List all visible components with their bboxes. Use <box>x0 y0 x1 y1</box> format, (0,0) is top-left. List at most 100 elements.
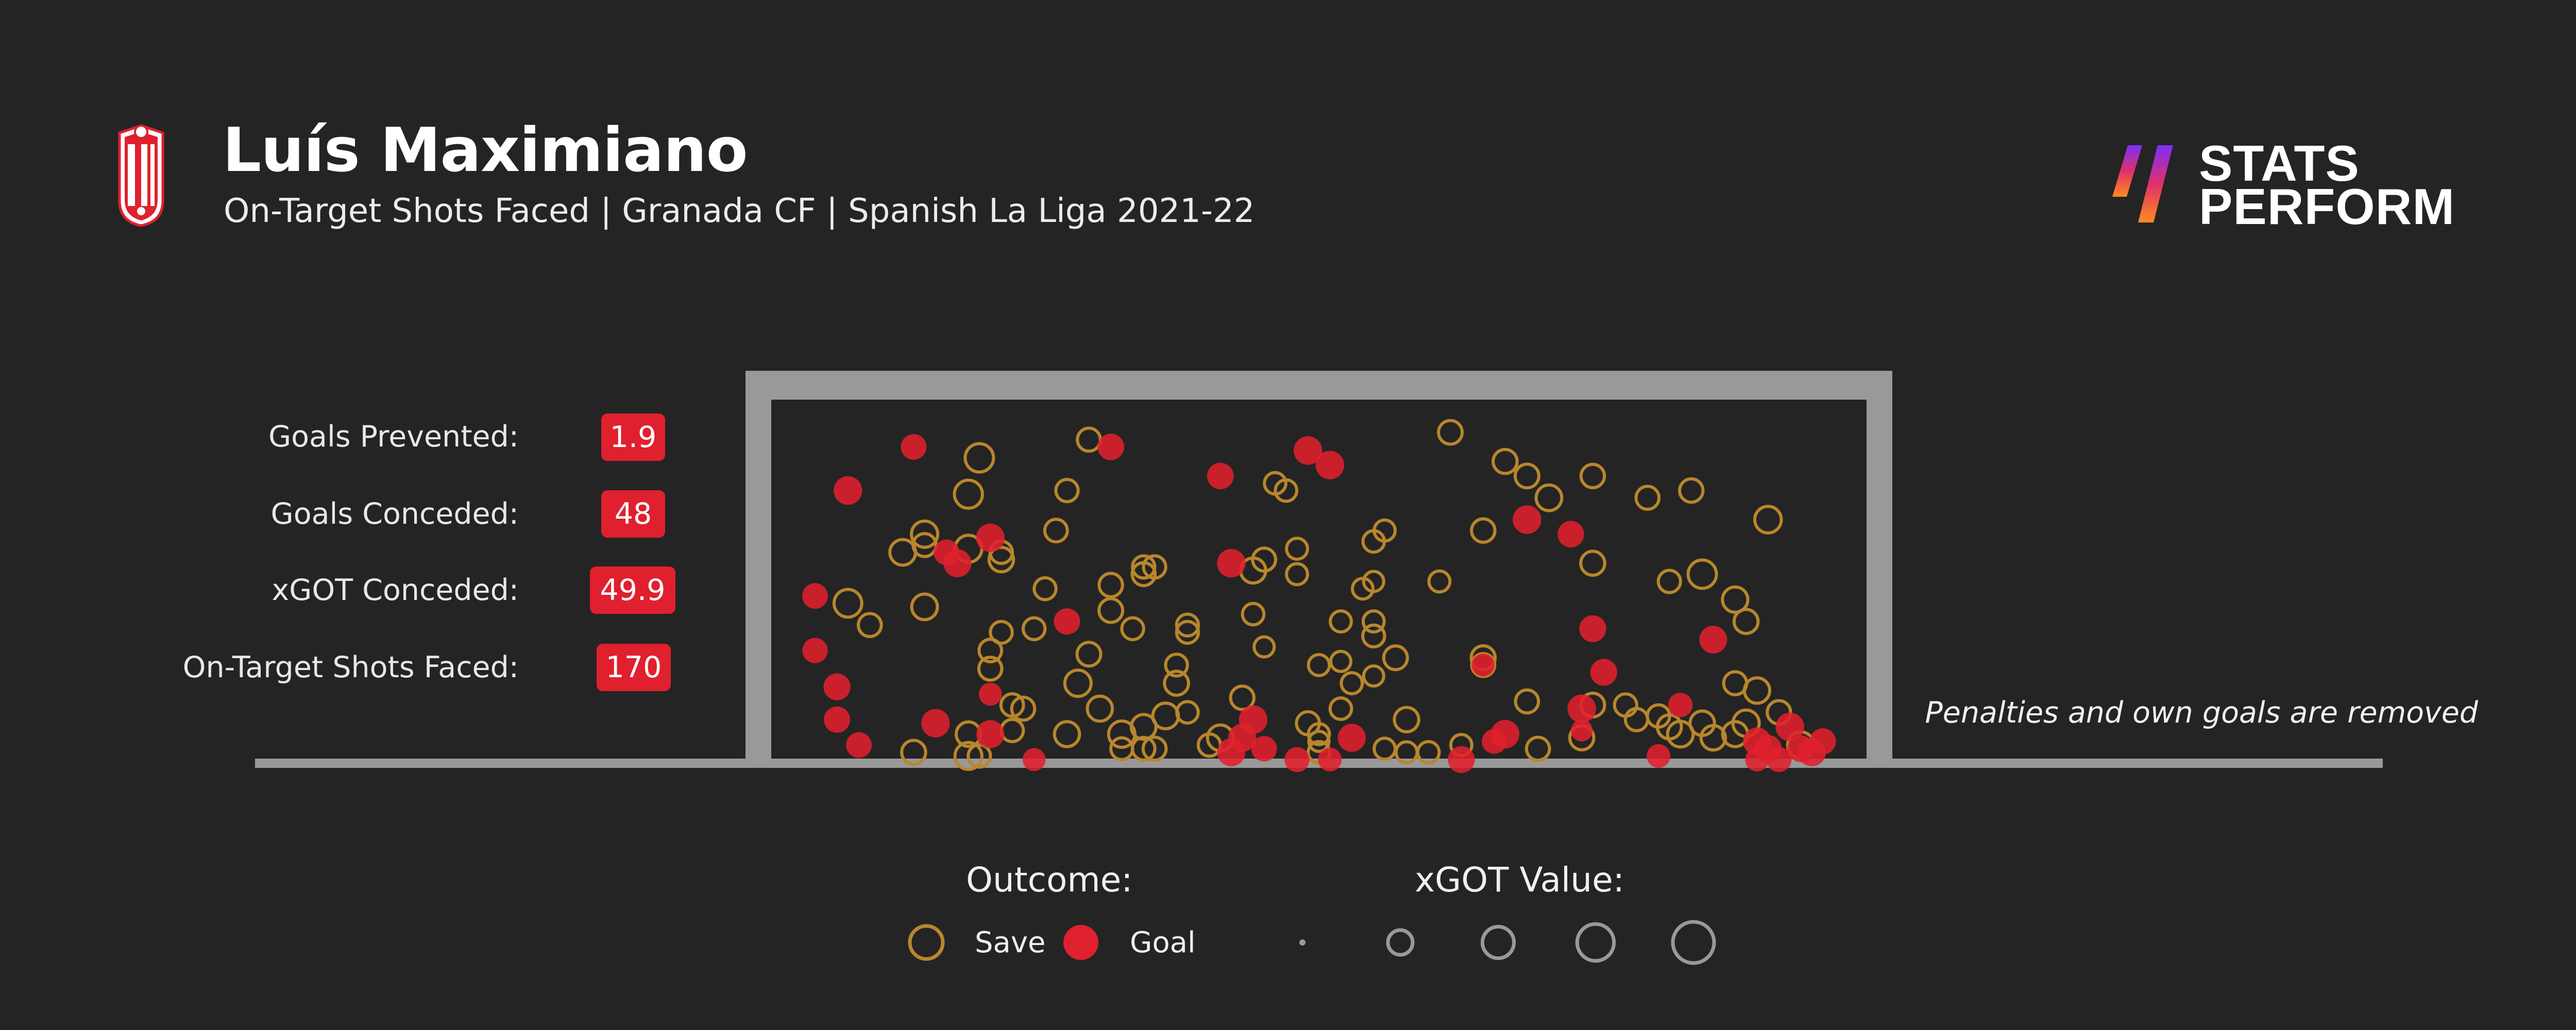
save-shot-29 <box>1097 572 1124 598</box>
goal-shot-27 <box>1448 746 1475 773</box>
footnote: Penalties and own goals are removed <box>1925 696 2478 730</box>
save-shot-22 <box>999 692 1025 718</box>
legend-xgot-size-4 <box>1671 920 1716 965</box>
save-shot-17 <box>977 656 1004 682</box>
goal-shot-25 <box>1294 436 1323 465</box>
goal-shot-23 <box>1318 747 1342 771</box>
goal-shot-17 <box>1217 549 1246 578</box>
save-shot-65 <box>1328 696 1353 721</box>
save-shot-25 <box>1063 668 1093 698</box>
save-shot-113 <box>1634 485 1661 511</box>
save-shot-35 <box>1086 694 1114 723</box>
goal-shot-21 <box>1251 735 1277 762</box>
goal-shot-1 <box>901 434 927 460</box>
stat-value-goals-prevented: 1.9 <box>601 414 665 461</box>
save-shot-73 <box>1372 518 1397 543</box>
goal-shot-35 <box>1567 694 1596 723</box>
goal-shot-4 <box>823 673 851 700</box>
goal-shot-10 <box>934 539 960 565</box>
save-shot-86 <box>1514 688 1540 715</box>
save-shot-31 <box>1131 554 1157 580</box>
save-shot-15 <box>989 620 1014 645</box>
legend-save-label: Save <box>975 926 1046 959</box>
save-shot-87 <box>1524 735 1551 762</box>
save-shot-84 <box>1492 448 1519 475</box>
goal-shot-0 <box>834 476 862 505</box>
save-shot-3 <box>857 612 883 638</box>
goal-shot-30 <box>1471 654 1495 677</box>
save-shot-59 <box>1307 730 1331 753</box>
goal-shot-29 <box>1482 729 1507 754</box>
goal-shot-46 <box>1745 747 1769 771</box>
stat-value-shots-faced: 170 <box>597 644 671 691</box>
save-shot-1 <box>910 592 939 622</box>
legend-xgot-size-1 <box>1386 928 1415 957</box>
goal-shot-37 <box>1647 744 1671 768</box>
save-shot-42 <box>1164 653 1189 678</box>
save-shot-68 <box>1361 609 1386 634</box>
save-shot-104 <box>1753 505 1783 535</box>
legend-save-marker <box>908 924 945 961</box>
save-shot-83 <box>1470 517 1497 544</box>
legend-xgot-size-3 <box>1575 922 1616 963</box>
save-shot-45 <box>1175 700 1200 725</box>
save-shot-0 <box>953 741 984 771</box>
goal-shot-12 <box>1022 748 1046 771</box>
save-shot-71 <box>1362 664 1385 688</box>
save-shot-63 <box>1307 653 1331 677</box>
goal-shot-9 <box>976 523 1005 552</box>
save-shot-92 <box>1579 462 1606 489</box>
shot-marks <box>802 419 1836 773</box>
goal-shot-33 <box>1579 615 1606 642</box>
save-shot-19 <box>900 739 927 766</box>
legend-xgot-title: xGOT Value: <box>1415 860 1624 900</box>
goal-shot-36 <box>1571 719 1593 742</box>
save-shot-13 <box>987 545 1015 574</box>
legend-goal-label: Goal <box>1130 926 1196 959</box>
save-shot-77 <box>1427 569 1452 594</box>
save-shot-91 <box>1534 483 1564 512</box>
goal-shot-16 <box>1207 462 1234 490</box>
brand-line-1: STATS <box>2199 135 2360 192</box>
goal-shot-14 <box>1054 608 1080 635</box>
save-shot-48 <box>1229 684 1256 711</box>
save-shot-20 <box>967 743 992 769</box>
save-shot-6 <box>910 519 940 549</box>
save-shot-99 <box>1686 558 1718 590</box>
stats-perform-slash-icon <box>2112 145 2173 222</box>
goal-shot-20 <box>1217 738 1246 767</box>
save-shot-14 <box>1032 576 1058 602</box>
save-shot-28 <box>1097 597 1125 624</box>
legend-xgot-size-2 <box>1480 924 1516 960</box>
save-shot-101 <box>1721 585 1750 614</box>
save-shot-7 <box>963 442 995 474</box>
save-shot-8 <box>953 478 984 510</box>
save-shot-90 <box>1579 550 1606 577</box>
save-shot-55 <box>1285 537 1309 561</box>
save-shot-44 <box>1175 620 1200 645</box>
goal-shot-31 <box>1513 505 1541 534</box>
page-title: Luís Maximiano <box>223 114 748 185</box>
goal-shot-47 <box>1809 728 1836 755</box>
save-shot-27 <box>1075 641 1103 668</box>
goal-shot-2 <box>802 583 828 609</box>
save-shot-23 <box>1010 695 1037 722</box>
save-shot-62 <box>1329 609 1353 634</box>
legend-xgot-size-0 <box>1299 939 1306 946</box>
legend-marks <box>908 920 1716 965</box>
save-shot-76 <box>1393 706 1420 734</box>
goal-shot-39 <box>1699 626 1727 654</box>
goal-shot-26 <box>1315 451 1344 479</box>
stat-label-xgot-conceded: xGOT Conceded: <box>272 573 519 607</box>
save-shot-38 <box>1141 735 1168 762</box>
save-shot-2 <box>832 588 863 619</box>
stat-label-goals-prevented: Goals Prevented: <box>268 420 519 454</box>
goal-shot-3 <box>802 638 828 663</box>
save-shot-26 <box>1053 720 1081 748</box>
legend-outcome-title: Outcome: <box>966 860 1133 900</box>
save-shot-11 <box>1043 518 1069 544</box>
goal-shot-45 <box>1766 747 1792 772</box>
goal-shot-22 <box>1284 747 1310 772</box>
stat-value-goals-conceded: 48 <box>601 490 665 538</box>
save-shot-33 <box>1142 554 1167 580</box>
